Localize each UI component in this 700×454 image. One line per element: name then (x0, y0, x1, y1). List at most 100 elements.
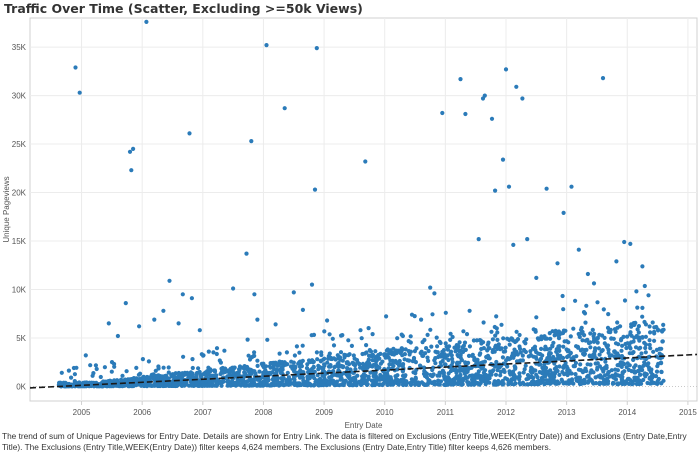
data-point (146, 359, 151, 364)
data-point (650, 320, 655, 325)
data-point (252, 350, 257, 355)
data-point (111, 379, 116, 384)
data-point (422, 373, 428, 379)
data-point (470, 374, 475, 379)
data-point (575, 377, 580, 382)
data-point (520, 96, 525, 101)
data-point (151, 376, 156, 381)
data-point (424, 346, 429, 351)
data-point (580, 338, 585, 343)
data-point (471, 338, 476, 343)
data-point (615, 320, 620, 325)
data-point (115, 333, 120, 339)
data-point (435, 344, 440, 349)
x-tick-label: 2013 (558, 408, 576, 417)
data-point (607, 374, 612, 379)
data-point (569, 184, 574, 189)
data-point (352, 356, 357, 361)
data-point (380, 359, 385, 364)
data-point (476, 237, 481, 242)
data-point (339, 364, 344, 369)
data-point (478, 338, 483, 343)
data-point (557, 344, 562, 349)
data-point (326, 380, 331, 385)
data-point (618, 324, 623, 329)
data-point (305, 374, 310, 379)
data-point (654, 347, 660, 352)
data-point (458, 373, 463, 378)
data-point (408, 349, 413, 354)
data-point (496, 378, 501, 384)
data-point (557, 372, 562, 377)
data-point (631, 357, 636, 362)
data-point (446, 375, 451, 380)
data-point (420, 340, 425, 345)
data-point (576, 367, 582, 372)
data-point (264, 383, 269, 388)
data-point (591, 381, 596, 386)
data-point (156, 364, 161, 369)
data-point (413, 375, 418, 380)
data-point (258, 380, 263, 385)
data-point (237, 382, 242, 387)
data-point (346, 382, 351, 387)
data-point (523, 349, 529, 355)
data-point (566, 340, 571, 345)
data-point (219, 366, 224, 371)
data-point (518, 358, 523, 363)
y-tick-label: 5K (16, 334, 26, 343)
data-point (196, 378, 202, 383)
data-point (493, 333, 498, 338)
data-point (437, 373, 442, 378)
x-axis-title: Entry Date (345, 421, 383, 430)
data-point (196, 366, 201, 371)
data-point (430, 367, 435, 373)
data-point (432, 382, 437, 387)
data-point (395, 367, 400, 372)
data-point (330, 336, 335, 341)
data-point (162, 374, 167, 379)
data-point (562, 372, 567, 377)
data-point (63, 380, 68, 385)
data-point (569, 371, 574, 376)
data-point (346, 353, 351, 358)
data-point (260, 363, 265, 368)
data-point (325, 360, 330, 365)
data-point (581, 310, 587, 315)
data-point (225, 378, 231, 383)
data-point (408, 381, 414, 386)
data-point (636, 324, 642, 329)
data-point (214, 351, 219, 357)
data-point (264, 43, 269, 48)
data-point (310, 358, 315, 363)
data-point (358, 365, 363, 370)
data-point (467, 308, 472, 313)
data-point (292, 364, 297, 369)
data-point (622, 298, 628, 303)
data-point (566, 353, 571, 358)
data-point (576, 345, 581, 350)
data-point (311, 332, 317, 337)
data-point (472, 355, 477, 361)
data-point (71, 365, 76, 371)
data-point (518, 350, 523, 355)
data-point (631, 321, 636, 326)
data-point (206, 371, 211, 376)
data-point (382, 352, 387, 357)
data-point (533, 328, 538, 333)
data-point (134, 365, 139, 370)
data-point (395, 373, 400, 378)
data-point (568, 334, 573, 339)
data-point (522, 367, 527, 372)
data-point (300, 382, 305, 387)
data-point (457, 360, 462, 365)
data-point (648, 381, 653, 386)
chart-caption: The trend of sum of Unique Pageviews for… (2, 431, 687, 452)
data-point (616, 353, 622, 358)
data-point (442, 362, 448, 367)
data-point (556, 336, 562, 341)
data-point (503, 349, 508, 354)
data-point (626, 381, 632, 386)
data-point (386, 377, 391, 383)
data-point (312, 187, 318, 192)
